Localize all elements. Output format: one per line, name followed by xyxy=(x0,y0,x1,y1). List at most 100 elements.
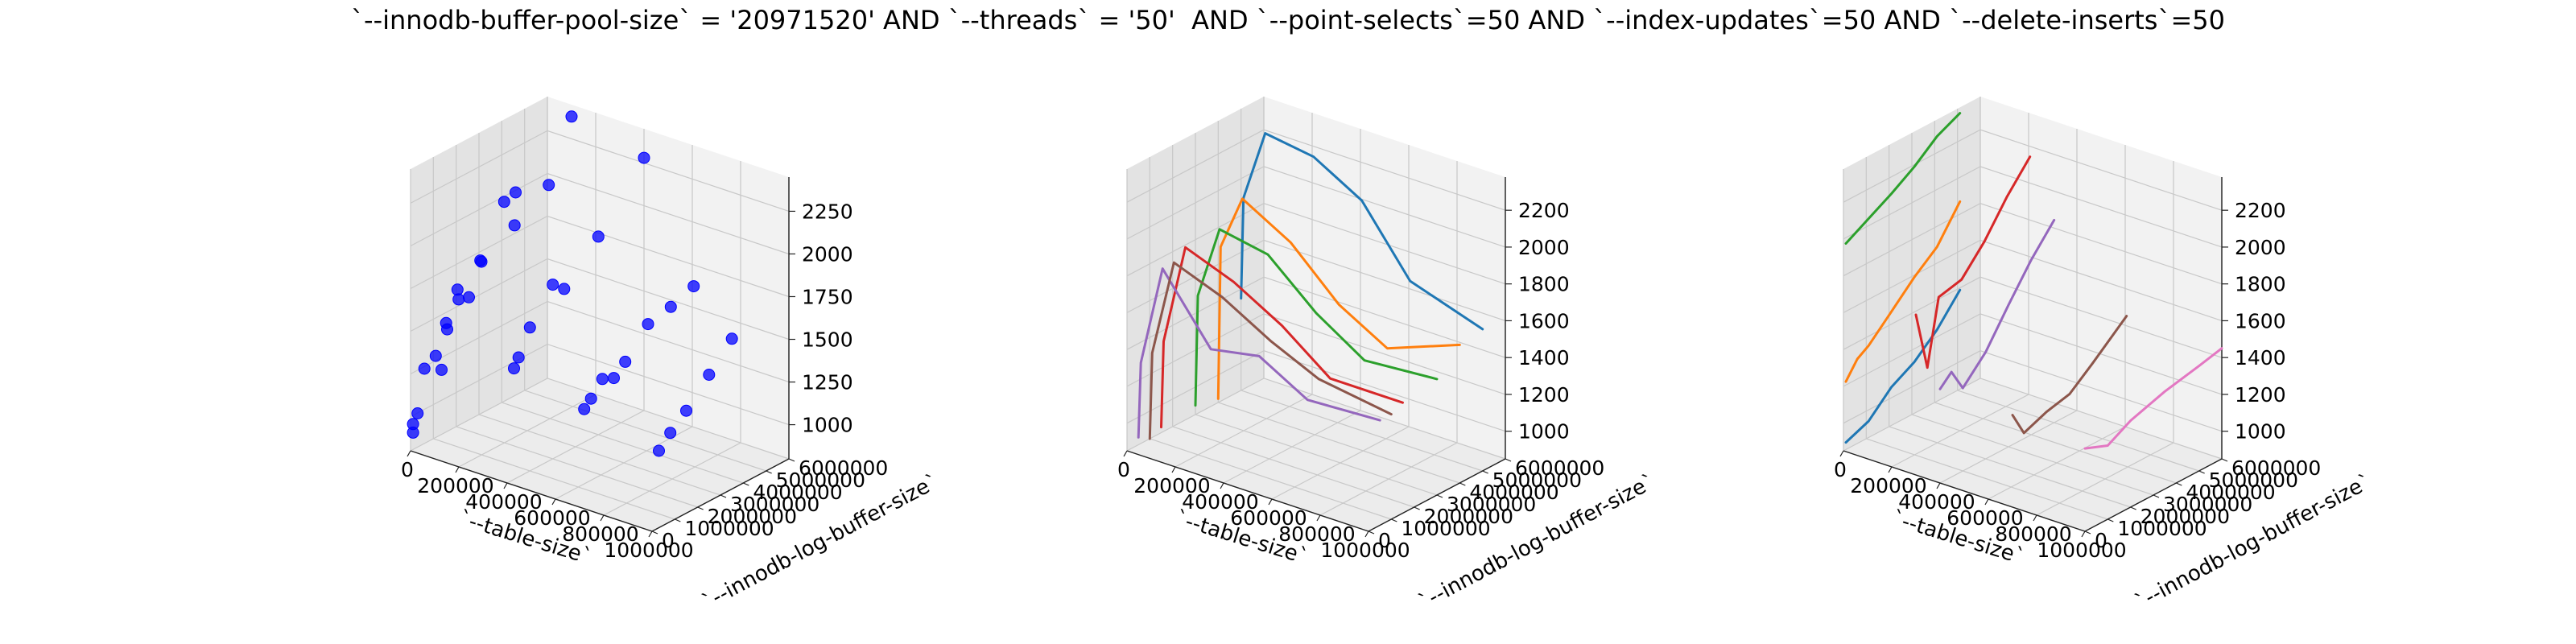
y-tick-mark xyxy=(720,494,727,498)
y-tick-mark xyxy=(1436,494,1443,498)
y-tick-label: 5000000 xyxy=(776,469,865,492)
z-tick-label: 1200 xyxy=(1518,383,1570,407)
gridline-z xyxy=(1126,129,1506,211)
z-tick-label: 1600 xyxy=(1518,309,1570,332)
gridline-z xyxy=(410,258,790,341)
x-tick-mark xyxy=(1123,450,1128,457)
series-line xyxy=(1216,197,1461,400)
scatter-point xyxy=(703,369,716,381)
gridline-z xyxy=(410,300,790,383)
x-axis-line xyxy=(1126,450,1369,532)
gridline-z xyxy=(1843,203,2223,285)
y-tick-label: 1000000 xyxy=(1401,517,1490,540)
line-3d-panel-2: 0200000400000600000800000100000001000000… xyxy=(1834,97,2376,615)
scatter-point xyxy=(463,291,475,303)
x-tick-label: 600000 xyxy=(514,506,590,530)
z-tick-label: 1400 xyxy=(2235,346,2286,369)
scatter-point xyxy=(653,444,665,457)
series-line xyxy=(1137,267,1381,439)
y-tick-mark xyxy=(2153,494,2160,498)
scatter-point xyxy=(608,372,620,385)
x-tick-label: 1000000 xyxy=(604,539,693,562)
z-tick-label: 1000 xyxy=(2235,420,2286,444)
gridline-y xyxy=(1889,145,2131,508)
y-tick-mark xyxy=(766,470,772,474)
gridline-y xyxy=(1957,109,2199,472)
y-tick-mark xyxy=(697,506,704,510)
y-tick-label: 1000000 xyxy=(2117,517,2207,540)
x-tick-mark xyxy=(1936,482,1941,489)
scatter-point xyxy=(547,279,559,291)
gridline-z xyxy=(1843,166,2223,248)
y-tick-mark xyxy=(1391,518,1397,522)
gridline-z xyxy=(1843,313,2223,395)
gridline-z xyxy=(1126,276,1506,358)
x-tick-label: 600000 xyxy=(1230,506,1307,530)
scatter-point xyxy=(565,110,578,123)
x-tick-mark xyxy=(455,466,460,473)
gridline-z xyxy=(1843,239,2223,321)
series-line xyxy=(2011,315,2128,435)
y-tick-label: 3000000 xyxy=(1447,493,1536,516)
series-line xyxy=(1240,132,1484,331)
z-tick-label: 1250 xyxy=(802,371,853,394)
scatter-point xyxy=(407,418,419,431)
gridline-y xyxy=(432,157,675,520)
scatter-point xyxy=(680,404,692,417)
z-tick-label: 1800 xyxy=(1518,273,1570,296)
z-tick-label: 1000 xyxy=(802,414,853,437)
x-tick-label: 400000 xyxy=(465,490,542,514)
y-tick-label: 1000000 xyxy=(684,517,774,540)
scatter-point xyxy=(664,300,677,313)
scatter-point xyxy=(543,179,555,192)
y-tick-label: 6000000 xyxy=(799,456,888,480)
series-line xyxy=(1844,112,1962,245)
gridline-y xyxy=(524,109,766,472)
y-tick-label: 3000000 xyxy=(730,493,819,516)
scatter-3d-panel: 0200000400000600000800000100000001000000… xyxy=(401,97,943,615)
scatter-point xyxy=(508,219,521,232)
y-tick-label: 6000000 xyxy=(2231,456,2321,480)
scatter-point xyxy=(510,186,522,199)
gridline-y xyxy=(1217,121,1460,484)
x-tick-label: 200000 xyxy=(417,474,493,497)
y-tick-mark xyxy=(1505,458,1512,462)
scatter-point xyxy=(508,362,520,375)
y-tick-mark xyxy=(1368,530,1375,535)
z-tick-label: 1200 xyxy=(2235,383,2286,407)
x-tick-mark xyxy=(407,450,411,457)
gridline-y xyxy=(1865,157,2108,520)
back-wall-pane xyxy=(547,97,789,459)
z-tick-label: 1000 xyxy=(1518,420,1570,444)
series-line xyxy=(1844,200,1962,383)
x-tick-label: 400000 xyxy=(1182,490,1258,514)
scatter-point xyxy=(725,332,738,345)
x-tick-mark xyxy=(1171,466,1176,473)
gridline-z xyxy=(1843,129,2223,211)
scatter-point xyxy=(429,349,442,362)
x-tick-mark xyxy=(1316,514,1321,522)
y-tick-mark xyxy=(1482,470,1488,474)
y-tick-label: 5000000 xyxy=(2209,469,2298,492)
y-tick-mark xyxy=(2221,458,2228,462)
z-tick-label: 1750 xyxy=(802,285,853,308)
x-tick-mark xyxy=(503,482,508,489)
gridline-y xyxy=(1172,145,1414,508)
gridline-z xyxy=(1126,350,1506,432)
y-tick-mark xyxy=(2084,530,2091,535)
x-tick-mark xyxy=(2081,530,2086,538)
x-tick-label: 0 xyxy=(1117,458,1130,481)
scatter-point xyxy=(558,283,571,295)
scatter-point xyxy=(436,363,448,376)
x-axis-line xyxy=(410,450,653,532)
x-tick-mark xyxy=(1364,530,1369,538)
y-tick-label: 4000000 xyxy=(2186,481,2275,504)
x-tick-mark xyxy=(1888,466,1893,473)
gridline-z xyxy=(410,130,790,212)
series-line xyxy=(2083,347,2223,450)
gridline-y xyxy=(478,133,721,496)
y-tick-mark xyxy=(2107,518,2114,522)
x-tick-mark xyxy=(2033,514,2037,522)
scatter-point xyxy=(578,402,591,415)
y-tick-label: 4000000 xyxy=(753,481,842,504)
